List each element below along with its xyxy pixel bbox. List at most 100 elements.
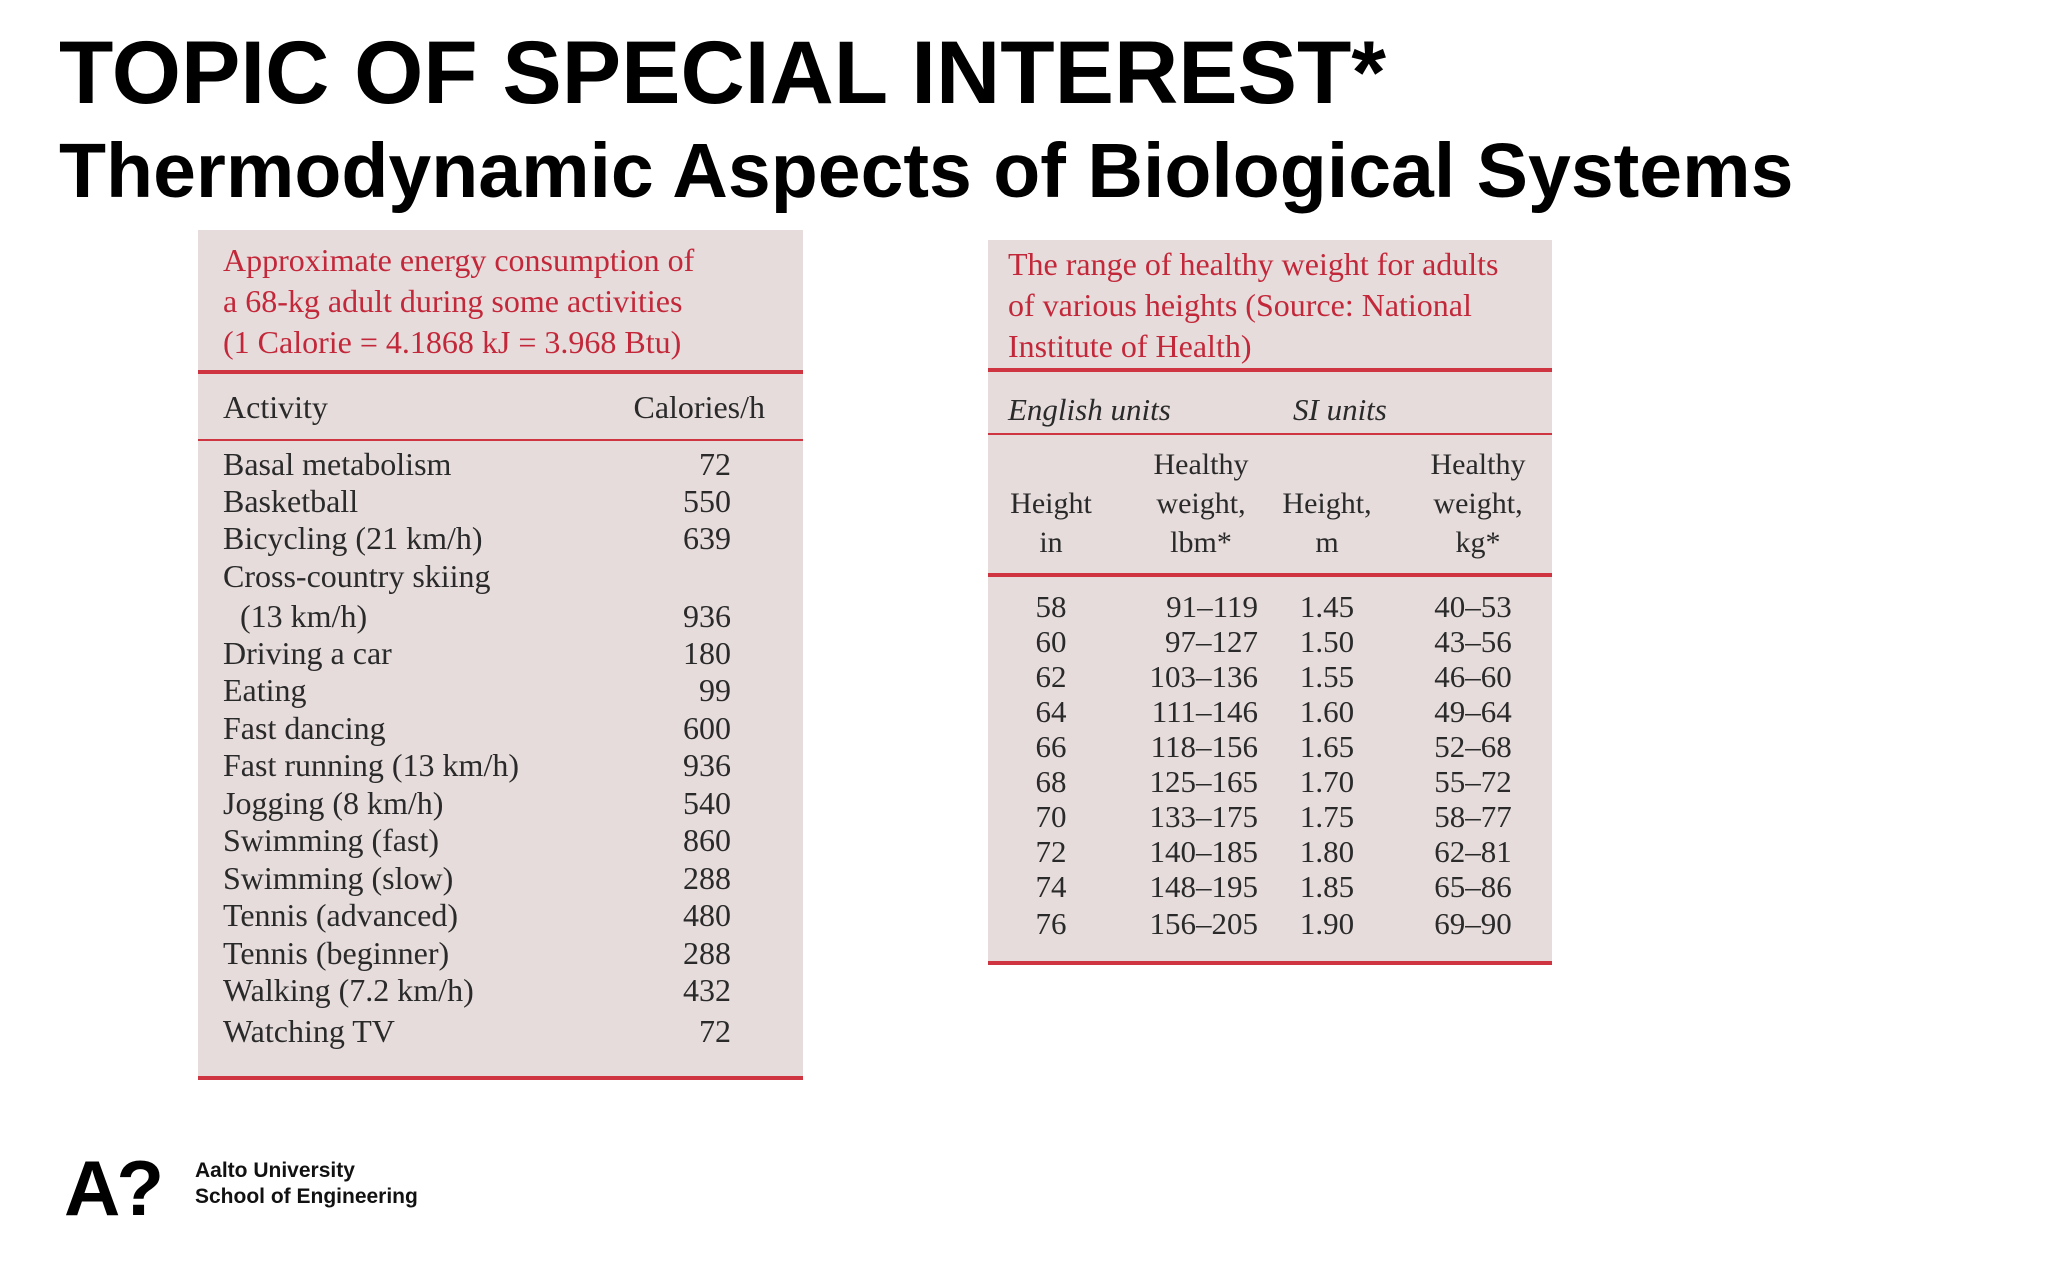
height-in-cell: 76 xyxy=(1035,906,1067,941)
energy-table-header-row: Activity Calories/h xyxy=(198,388,803,426)
activity-cell: Tennis (beginner) xyxy=(223,935,450,971)
weight-table-row: 74 148–195 1.85 65–86 xyxy=(988,869,1552,904)
divider xyxy=(198,439,803,441)
calories-cell: 639 xyxy=(683,520,731,556)
caption-line: The range of healthy weight for adults xyxy=(1008,246,1499,282)
weight-lbm-cell: 148–195 xyxy=(1149,869,1259,904)
activity-cell: Basketball xyxy=(223,483,359,519)
activity-cell: Jogging (8 km/h) xyxy=(223,785,444,821)
energy-table-row: Bicycling (21 km/h) 639 xyxy=(198,519,803,557)
height-in-cell: 66 xyxy=(1035,729,1067,764)
divider xyxy=(988,433,1552,435)
calories-cell: 72 xyxy=(699,446,731,482)
height-in-cell: 68 xyxy=(1035,764,1067,799)
energy-table-row: Eating 99 xyxy=(198,671,803,709)
weight-table-row: 58 91–119 1.45 40–53 xyxy=(988,589,1552,624)
activity-cell: Swimming (fast) xyxy=(223,822,439,858)
healthy-weight-table: The range of healthy weight for adults o… xyxy=(988,240,1552,965)
caption-line: of various heights (Source: National xyxy=(1008,287,1472,323)
weight-table-row: 62 103–136 1.55 46–60 xyxy=(988,659,1552,694)
weight-kg-cell: 55–72 xyxy=(1434,764,1512,799)
height-m-cell: 1.80 xyxy=(1299,834,1355,869)
weight-lbm-cell: 156–205 xyxy=(1149,906,1259,941)
header-line: in xyxy=(1039,526,1063,559)
calories-cell: 550 xyxy=(683,483,731,519)
height-in-cell: 72 xyxy=(1035,834,1067,869)
column-header-calories: Calories/h xyxy=(633,389,765,425)
weight-kg-cell: 43–56 xyxy=(1434,624,1512,659)
energy-table-row: Basketball 550 xyxy=(198,482,803,520)
weight-table-row: 60 97–127 1.50 43–56 xyxy=(988,624,1552,659)
calories-cell: 540 xyxy=(683,785,731,821)
weight-kg-cell: 65–86 xyxy=(1434,869,1512,904)
activity-cell: Fast running (13 km/h) xyxy=(223,747,519,783)
energy-table-row: Tennis (advanced) 480 xyxy=(198,896,803,934)
caption-line: Institute of Health) xyxy=(1008,328,1252,364)
divider xyxy=(198,370,803,374)
weight-kg-cell: 49–64 xyxy=(1434,694,1512,729)
weight-table-row: 72 140–185 1.80 62–81 xyxy=(988,834,1552,869)
aalto-logo: A? xyxy=(64,1144,164,1232)
activity-cell: (13 km/h) xyxy=(240,598,368,634)
weight-lbm-cell: 103–136 xyxy=(1149,659,1259,694)
column-header-weight-kg: Healthy weight, kg* xyxy=(1413,445,1543,562)
weight-lbm-cell: 91–119 xyxy=(1166,589,1258,624)
weight-lbm-cell: 125–165 xyxy=(1149,764,1259,799)
weight-kg-cell: 62–81 xyxy=(1434,834,1512,869)
column-header-activity: Activity xyxy=(223,389,328,425)
header-line: Height xyxy=(1010,487,1092,520)
activity-cell: Driving a car xyxy=(223,635,392,671)
energy-table-row: Walking (7.2 km/h) 432 xyxy=(198,971,803,1009)
unit-group-english: English units xyxy=(1008,392,1171,427)
weight-kg-cell: 58–77 xyxy=(1434,799,1512,834)
height-in-cell: 74 xyxy=(1035,869,1067,904)
activity-cell: Walking (7.2 km/h) xyxy=(223,972,474,1008)
height-in-cell: 58 xyxy=(1035,589,1067,624)
column-header-height-m: Height, m xyxy=(1277,445,1377,562)
weight-lbm-cell: 133–175 xyxy=(1149,799,1259,834)
weight-kg-cell: 69–90 xyxy=(1434,906,1512,941)
weight-lbm-cell: 111–146 xyxy=(1151,694,1258,729)
calories-cell: 480 xyxy=(683,897,731,933)
activity-cell: Bicycling (21 km/h) xyxy=(223,520,483,556)
activity-cell: Swimming (slow) xyxy=(223,860,454,896)
height-m-cell: 1.90 xyxy=(1299,906,1355,941)
weight-table-caption: The range of healthy weight for adults o… xyxy=(1008,244,1499,367)
calories-cell: 936 xyxy=(683,747,731,783)
header-line: Height, xyxy=(1282,487,1372,520)
activity-cell: Fast dancing xyxy=(223,710,386,746)
height-in-cell: 64 xyxy=(1035,694,1067,729)
energy-table-row: (13 km/h) 936 xyxy=(198,597,803,635)
energy-table-caption: Approximate energy consumption of a 68-k… xyxy=(223,240,694,363)
slide-subtitle: Thermodynamic Aspects of Biological Syst… xyxy=(59,128,1794,214)
calories-cell: 936 xyxy=(683,598,731,634)
energy-table-row: Watching TV 72 xyxy=(198,1012,803,1050)
column-header-weight-lbm: Healthy weight, lbm* xyxy=(1136,445,1266,562)
header-line: Healthy xyxy=(1430,448,1526,481)
calories-cell: 180 xyxy=(683,635,731,671)
weight-table-row: 66 118–156 1.65 52–68 xyxy=(988,729,1552,764)
height-in-cell: 70 xyxy=(1035,799,1067,834)
energy-table-row: Fast running (13 km/h) 936 xyxy=(198,746,803,784)
divider xyxy=(988,368,1552,372)
caption-line: (1 Calorie = 4.1868 kJ = 3.968 Btu) xyxy=(223,324,682,360)
logo-caption: Aalto University School of Engineering xyxy=(195,1158,418,1210)
header-line: kg* xyxy=(1455,526,1501,559)
activity-cell: Watching TV xyxy=(223,1013,395,1049)
energy-table-row: Swimming (fast) 860 xyxy=(198,821,803,859)
calories-cell: 600 xyxy=(683,710,731,746)
slide-title: TOPIC OF SPECIAL INTEREST* xyxy=(59,22,1386,122)
weight-lbm-cell: 140–185 xyxy=(1149,834,1259,869)
energy-table-row: Fast dancing 600 xyxy=(198,709,803,747)
height-in-cell: 60 xyxy=(1035,624,1067,659)
header-line: lbm* xyxy=(1170,526,1232,559)
energy-table-row: Swimming (slow) 288 xyxy=(198,859,803,897)
header-line: weight, xyxy=(1156,487,1246,520)
height-m-cell: 1.45 xyxy=(1299,589,1355,624)
activity-cell: Cross-country skiing xyxy=(223,558,491,594)
energy-table-row: Tennis (beginner) 288 xyxy=(198,934,803,972)
calories-cell: 99 xyxy=(699,672,731,708)
unit-group-si: SI units xyxy=(1293,392,1387,427)
weight-kg-cell: 52–68 xyxy=(1434,729,1512,764)
